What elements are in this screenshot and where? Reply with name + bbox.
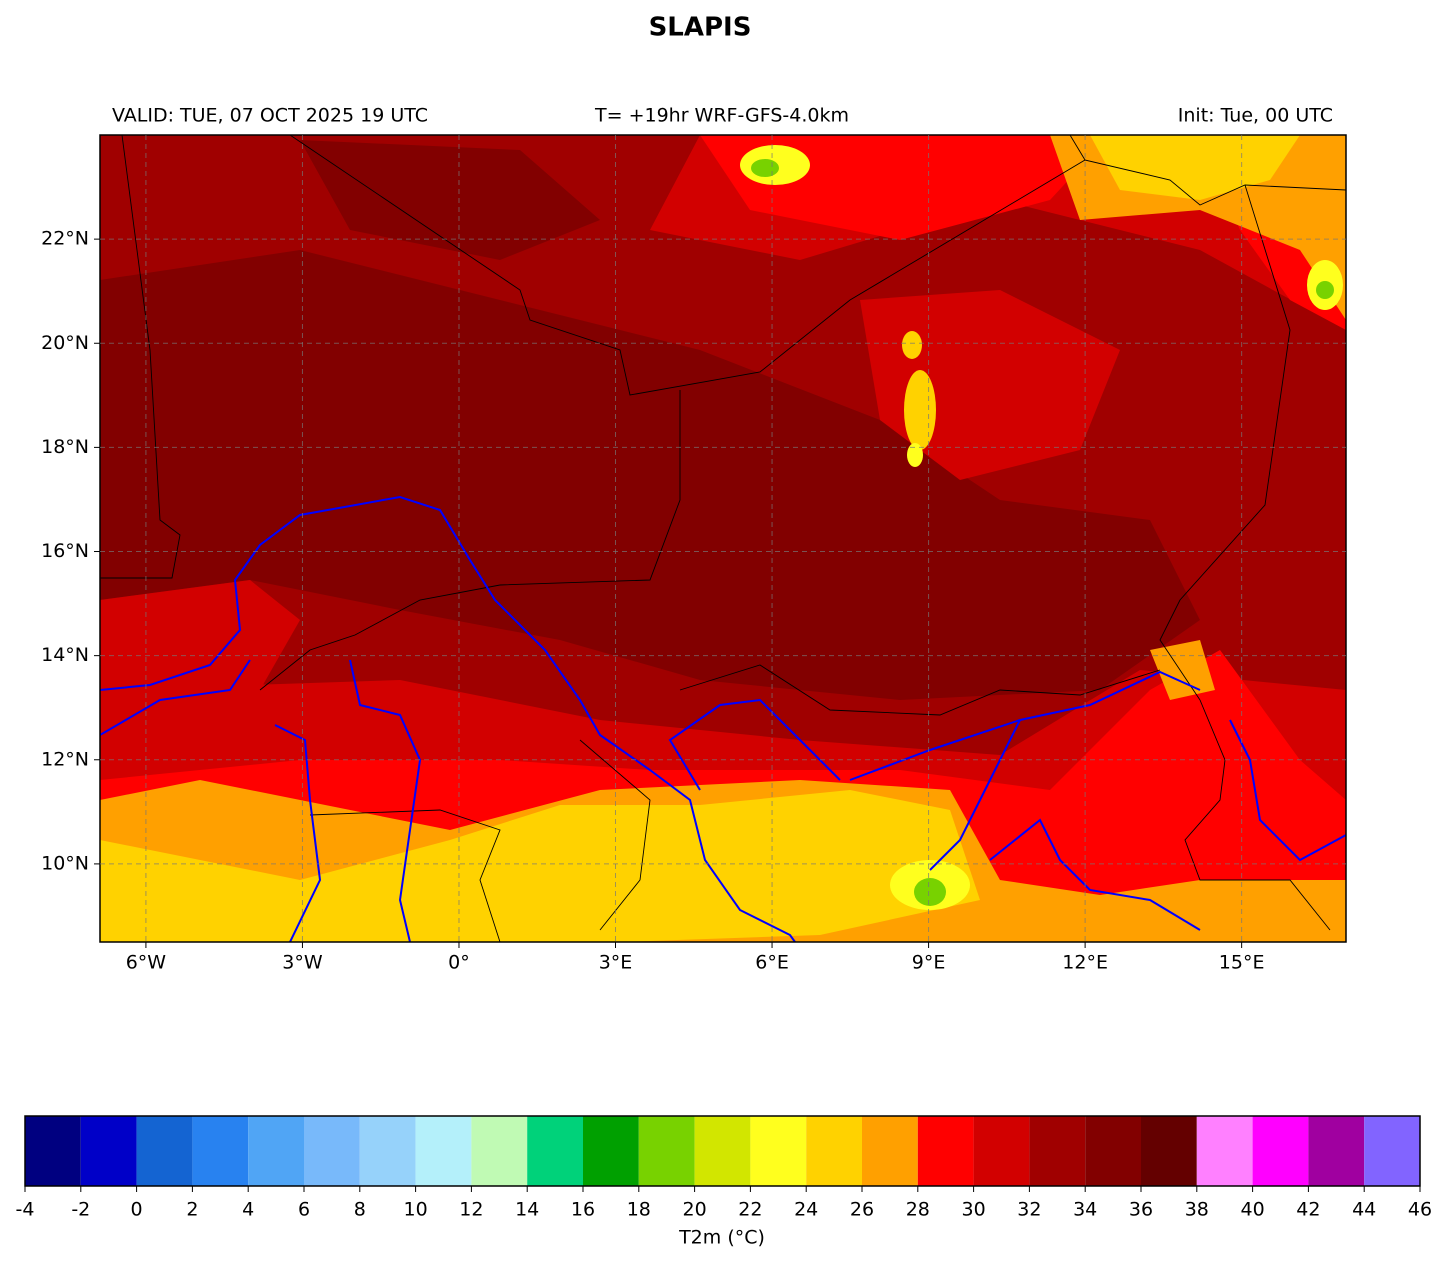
map-axes: 6°W 3°W 0° 3°E 6°E 9°E 12°E 15°E 10°N 12°N 14°N 16°… bbox=[41, 135, 1346, 974]
colorbar-segment bbox=[1308, 1116, 1365, 1186]
x-tick-label: 6°W bbox=[126, 952, 167, 974]
colorbar-tick-label: 36 bbox=[1129, 1199, 1153, 1221]
colorbar-segment bbox=[973, 1116, 1030, 1186]
y-tick-label: 14°N bbox=[41, 644, 89, 666]
colorbar-tick-label: 44 bbox=[1352, 1199, 1376, 1221]
colorbar-tick-label: 6 bbox=[298, 1199, 310, 1221]
colorbar-tick-label: 22 bbox=[738, 1199, 762, 1221]
colorbar-segment bbox=[1252, 1116, 1309, 1186]
colorbar-segment bbox=[248, 1116, 304, 1186]
colorbar-segment bbox=[1085, 1116, 1141, 1186]
colorbar-segment bbox=[415, 1116, 472, 1186]
x-tick-label: 9°E bbox=[912, 952, 946, 974]
rivers bbox=[100, 495, 1346, 942]
colorbar-segment bbox=[1141, 1116, 1197, 1186]
colorbar-segment bbox=[136, 1116, 193, 1186]
run-info: T= +19hr WRF-GFS-4.0km bbox=[594, 105, 849, 127]
map-frame bbox=[99, 134, 1347, 943]
colorbar-tick-label: 28 bbox=[906, 1199, 930, 1221]
init-time: Init: Tue, 00 UTC bbox=[1178, 105, 1333, 127]
x-tick-label: 0° bbox=[448, 952, 470, 974]
colorbar-segment bbox=[806, 1116, 862, 1186]
colorbar-tick-label: 34 bbox=[1073, 1199, 1097, 1221]
colorbar-tick-label: 38 bbox=[1185, 1199, 1209, 1221]
colorbar-segment bbox=[638, 1116, 695, 1186]
colorbar-tick-label: 12 bbox=[459, 1199, 483, 1221]
temperature-field bbox=[100, 135, 1346, 942]
colorbar-segment bbox=[917, 1116, 974, 1186]
colorbar-tick-label: -4 bbox=[16, 1199, 35, 1221]
colorbar-segment bbox=[1029, 1116, 1086, 1186]
colorbar-segment bbox=[694, 1116, 751, 1186]
colorbar-segment bbox=[583, 1116, 639, 1186]
colorbar-tick-label: 10 bbox=[404, 1199, 428, 1221]
colorbar-segment bbox=[1364, 1116, 1420, 1186]
colorbar-tick-label: 14 bbox=[515, 1199, 539, 1221]
x-tick-label: 3°W bbox=[282, 952, 323, 974]
colorbar-tick-label: 40 bbox=[1241, 1199, 1265, 1221]
x-tick-label: 3°E bbox=[599, 952, 633, 974]
y-tick-label: 22°N bbox=[41, 228, 89, 250]
colorbar-segment bbox=[471, 1116, 528, 1186]
y-tick-label: 16°N bbox=[41, 540, 89, 562]
colorbar-tick-label: 32 bbox=[1017, 1199, 1041, 1221]
colorbar-segment bbox=[359, 1116, 416, 1186]
colorbar-tick-label: 4 bbox=[242, 1199, 254, 1221]
colorbar-tick-label: 26 bbox=[850, 1199, 874, 1221]
colorbar-tick-label: 18 bbox=[627, 1199, 651, 1221]
colorbar-segment bbox=[80, 1116, 137, 1186]
colorbar-tick-label: 20 bbox=[683, 1199, 707, 1221]
x-tick-label: 12°E bbox=[1062, 952, 1108, 974]
x-tick-label: 6°E bbox=[755, 952, 789, 974]
y-tick-label: 20°N bbox=[41, 332, 89, 354]
colorbar-label: T2m (°C) bbox=[678, 1227, 765, 1249]
y-tick-label: 18°N bbox=[41, 436, 89, 458]
x-tick-label: 15°E bbox=[1219, 952, 1265, 974]
colorbar-tick-label: 24 bbox=[794, 1199, 818, 1221]
colorbar-tick-label: 2 bbox=[186, 1199, 198, 1221]
colorbar-tick-label: 30 bbox=[962, 1199, 986, 1221]
colorbar: -4 -2 0 2 4 6 8 10 12 14 16 18 20 22 24 26 28 30 32 34 36 38 4… bbox=[16, 1115, 1432, 1221]
colorbar-tick-label: 46 bbox=[1408, 1199, 1432, 1221]
colorbar-segment bbox=[192, 1116, 249, 1186]
colorbar-segment bbox=[862, 1116, 918, 1186]
colorbar-tick-label: 0 bbox=[131, 1199, 143, 1221]
colorbar-segment bbox=[25, 1116, 81, 1186]
colorbar-frame bbox=[24, 1115, 1421, 1187]
colorbar-segment bbox=[527, 1116, 583, 1186]
y-tick-label: 12°N bbox=[41, 748, 89, 770]
valid-time: VALID: TUE, 07 OCT 2025 19 UTC bbox=[112, 105, 428, 127]
colorbar-tick-label: 16 bbox=[571, 1199, 595, 1221]
y-tick-label: 10°N bbox=[41, 852, 89, 874]
colorbar-tick-label: 8 bbox=[354, 1199, 366, 1221]
colorbar-segment bbox=[1196, 1116, 1253, 1186]
colorbar-segment bbox=[304, 1116, 360, 1186]
colorbar-segment bbox=[750, 1116, 807, 1186]
title: SLAPIS bbox=[649, 13, 752, 43]
colorbar-tick-label: 42 bbox=[1296, 1199, 1320, 1221]
colorbar-tick-label: -2 bbox=[71, 1199, 90, 1221]
